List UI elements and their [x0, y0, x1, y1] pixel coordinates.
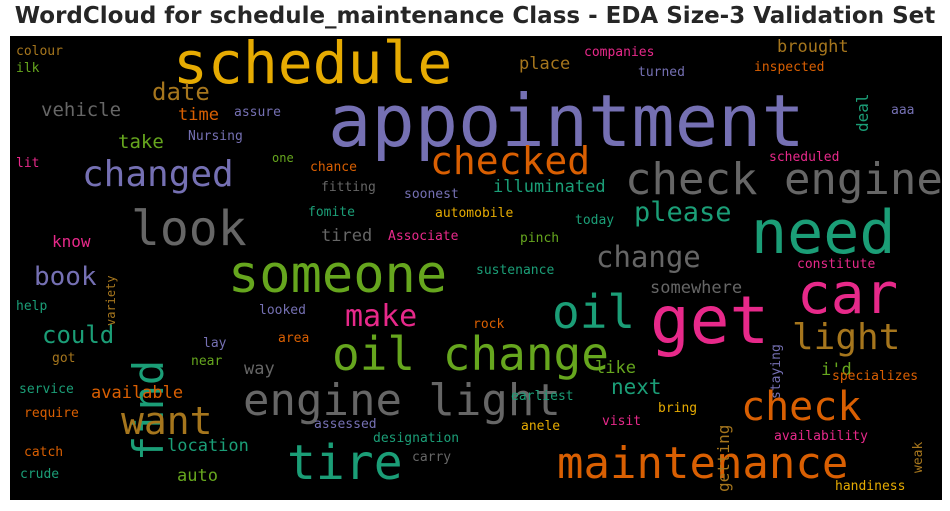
word-help: help [16, 299, 48, 314]
word-bring: bring [658, 401, 698, 416]
word-engine-light: engine light [243, 375, 561, 426]
word-visit: visit [602, 414, 642, 429]
word-lay: lay [203, 336, 227, 351]
word-service: service [19, 382, 74, 397]
word-assessed: assessed [314, 417, 377, 432]
word-variety: variety [104, 275, 118, 327]
word-designation: designation [373, 431, 460, 446]
word-auto: auto [177, 466, 218, 486]
word-turned: turned [638, 65, 685, 80]
word-changed: changed [82, 154, 234, 195]
word-way: way [244, 359, 275, 379]
word-change: change [596, 240, 701, 274]
chart-title: WordCloud for schedule_maintenance Class… [14, 3, 936, 29]
word-getting: getting [714, 424, 733, 493]
word-one: one [272, 151, 294, 165]
word-area: area [278, 331, 310, 346]
word-looked: looked [259, 303, 306, 318]
word-please: please [634, 197, 732, 228]
word-date: date [152, 78, 210, 106]
word-near: near [191, 354, 223, 369]
word-availability: availability [774, 429, 868, 444]
word-like: like [595, 358, 636, 378]
word-handiness: handiness [835, 479, 906, 494]
word-appointment: appointment [328, 79, 805, 163]
word-somewhere: somewhere [650, 278, 743, 298]
word-companies: companies [584, 45, 655, 60]
word-oil: oil [552, 285, 636, 339]
word-anele: anele [521, 419, 561, 434]
word-colour: colour [16, 44, 63, 59]
word-get: get [650, 282, 770, 359]
word-check-engine: check engine [625, 154, 942, 205]
word-deal: deal [853, 93, 872, 133]
word-ilk: ilk [16, 61, 40, 76]
word-vehicle: vehicle [41, 99, 122, 121]
word-checked: checked [430, 139, 591, 183]
word-fomite: fomite [308, 205, 355, 220]
word-know: know [52, 232, 91, 251]
word-time: time [178, 105, 219, 125]
word-cloud: appointment schedule get need car someone oil … [10, 36, 942, 500]
word-available: available [91, 383, 184, 403]
word-catch: catch [24, 445, 64, 460]
word-schedule: schedule [173, 36, 453, 97]
word-carry: carry [412, 450, 452, 465]
word-got: got [52, 351, 76, 366]
word-scheduled: scheduled [769, 150, 840, 165]
word-sustenance: sustenance [476, 263, 555, 278]
word-automobile: automobile [435, 206, 514, 221]
word-nursing: Nursing [188, 129, 243, 144]
word-illuminated: illuminated [493, 177, 606, 197]
word-make: make [345, 299, 418, 334]
word-pinch: pinch [520, 231, 560, 246]
word-could: could [42, 321, 115, 349]
word-lit: lit [16, 156, 40, 171]
word-fitting: fitting [321, 180, 376, 195]
word-someone: someone [228, 245, 448, 305]
word-soonest: soonest [404, 187, 459, 202]
word-light: light [792, 317, 901, 358]
word-place: place [519, 54, 571, 74]
word-oil-change: oil change [332, 327, 609, 381]
word-weak: weak [911, 441, 926, 474]
word-today: today [575, 213, 615, 228]
word-require: require [24, 406, 79, 421]
word-constitute: constitute [797, 257, 876, 272]
word-earliest: earliest [511, 389, 574, 404]
word-maintenance: maintenance [557, 438, 849, 489]
word-book: book [34, 262, 97, 292]
word-look: look [131, 201, 247, 257]
word-want: want [121, 399, 213, 443]
word-aaa: aaa [891, 103, 915, 118]
word-i-d: i'd [821, 360, 852, 380]
word-staying: staying [769, 343, 784, 399]
word-rock: rock [473, 317, 505, 332]
word-tire: tire [287, 435, 403, 491]
word-car: car [797, 262, 899, 327]
word-inspected: inspected [754, 60, 825, 75]
word-take: take [118, 131, 164, 153]
word-tired: tired [321, 226, 373, 246]
word-need: need [751, 198, 896, 268]
word-chance: chance [310, 160, 357, 175]
word-check: check [741, 384, 862, 430]
word-location: location [167, 436, 249, 456]
word-next: next [611, 375, 662, 399]
word-assure: assure [234, 105, 281, 120]
word-specializes: specializes [832, 369, 919, 384]
word-brought: brought [777, 37, 849, 57]
word-crude: crude [20, 467, 60, 482]
word-associate: Associate [388, 229, 459, 244]
